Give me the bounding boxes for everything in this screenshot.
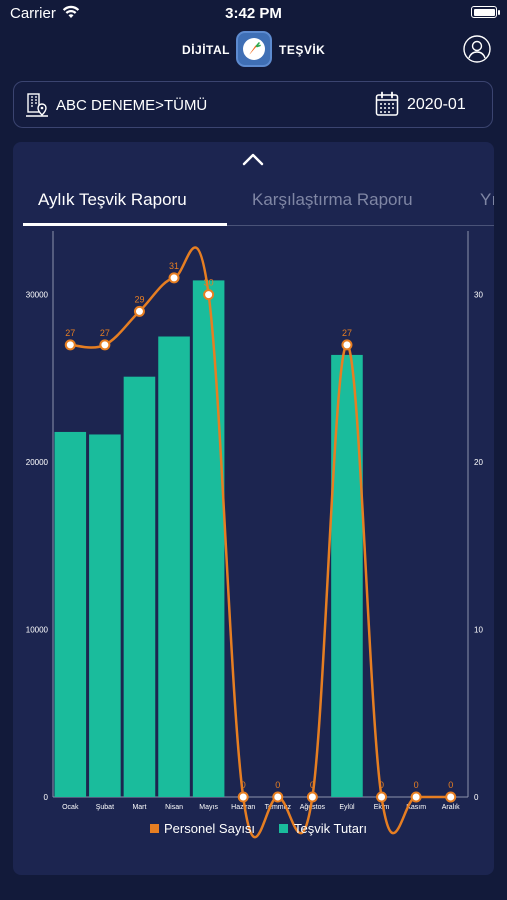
tab-yearly-report[interactable]: Yı <box>480 190 494 209</box>
x-axis-tick-label: Mart <box>132 804 146 811</box>
wifi-icon <box>62 5 80 18</box>
line-point-1 <box>64 339 76 351</box>
x-axis-tick-label: Haziran <box>231 804 255 811</box>
right-axis-tick-label: 0 <box>474 793 479 802</box>
line-data-label: 27 <box>65 328 75 338</box>
line-data-label: 0 <box>310 780 315 790</box>
tab-monthly-report[interactable]: Aylık Teşvik Raporu <box>38 190 187 209</box>
line-point-3 <box>133 305 145 317</box>
x-axis-tick-label: Temmuz <box>265 804 292 811</box>
report-tabs: Aylık Teşvik Raporu Karşılaştırma Raporu… <box>23 190 494 228</box>
legend-swatch-personnel <box>150 824 159 833</box>
line-point-6 <box>237 791 249 803</box>
line-point-4 <box>168 272 180 284</box>
line-data-label: 30 <box>204 278 214 288</box>
line-point-10 <box>376 791 388 803</box>
line-data-label: 27 <box>342 328 352 338</box>
clock: 3:42 PM <box>225 5 282 22</box>
legend-swatch-incentive <box>279 824 288 833</box>
carrier-label: Carrier <box>10 5 56 22</box>
legend-label-incentive: Teşvik Tutarı <box>294 821 367 836</box>
bar-4 <box>158 336 190 797</box>
status-bar: Carrier 3:42 PM <box>0 0 507 26</box>
x-axis-tick-label: Eylül <box>339 804 355 811</box>
company-selector-label[interactable]: ABC DENEME>TÜMÜ <box>56 97 208 114</box>
bar-3 <box>123 376 156 797</box>
left-axis-tick-label: 20000 <box>26 458 49 467</box>
line-data-label: 29 <box>134 294 144 304</box>
line-point-8 <box>306 791 318 803</box>
bar-2 <box>89 434 121 797</box>
location-building-icon <box>26 93 48 117</box>
chevron-up-icon[interactable] <box>242 152 264 166</box>
battery-icon <box>471 6 500 18</box>
bar-1 <box>54 431 87 797</box>
x-axis-tick-label: Ocak <box>62 804 79 811</box>
line-point-11 <box>410 791 422 803</box>
brand-title-left: DİJİTAL <box>182 43 230 57</box>
x-axis-tick-label: Aralık <box>442 804 460 811</box>
left-axis-tick-label: 30000 <box>26 291 49 300</box>
user-icon[interactable] <box>463 35 491 63</box>
line-data-label: 0 <box>379 780 384 790</box>
right-axis-tick-label: 30 <box>474 291 483 300</box>
line-data-label: 0 <box>414 780 419 790</box>
line-data-label: 0 <box>241 780 246 790</box>
x-axis-tick-label: Ekim <box>374 804 390 811</box>
x-axis-tick-label: Mayıs <box>199 804 218 811</box>
app-header: DİJİTAL TEŞVİK <box>0 26 507 74</box>
line-point-12 <box>445 791 457 803</box>
x-axis-tick-label: Kasım <box>406 804 426 811</box>
left-axis-tick-label: 10000 <box>26 626 49 635</box>
legend-label-personnel: Personel Sayısı <box>164 821 255 836</box>
bar-5 <box>192 280 225 797</box>
period-selector-label[interactable]: 2020-01 <box>407 96 466 113</box>
right-axis-tick-label: 20 <box>474 458 483 467</box>
brand-title-right: TEŞVİK <box>279 43 326 57</box>
x-axis-tick-label: Ağustos <box>300 804 326 811</box>
line-data-label: 27 <box>100 328 110 338</box>
tab-divider <box>23 225 494 226</box>
line-point-7 <box>272 791 284 803</box>
line-data-label: 0 <box>275 780 280 790</box>
line-data-label: 0 <box>448 780 453 790</box>
active-tab-indicator <box>23 223 227 226</box>
calendar-icon[interactable] <box>375 91 399 117</box>
right-axis-tick-label: 10 <box>474 626 483 635</box>
company-period-selector[interactable]: ABC DENEME>TÜMÜ 2020-01 <box>13 81 493 128</box>
left-axis-tick-label: 0 <box>44 793 49 802</box>
tab-comparison-report[interactable]: Karşılaştırma Raporu <box>252 190 413 209</box>
carrot-icon <box>236 31 272 67</box>
x-axis-tick-label: Nisan <box>165 804 183 811</box>
line-point-9 <box>341 339 353 351</box>
report-card: Aylık Teşvik Raporu Karşılaştırma Raporu… <box>13 142 494 875</box>
line-point-2 <box>99 339 111 351</box>
x-axis-tick-label: Şubat <box>96 804 114 811</box>
line-data-label: 31 <box>169 261 179 271</box>
line-point-5 <box>203 289 215 301</box>
